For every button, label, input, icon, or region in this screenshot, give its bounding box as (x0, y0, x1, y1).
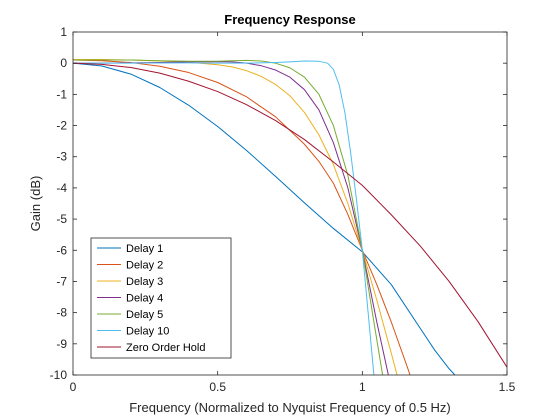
legend-label: Delay 3 (126, 276, 163, 288)
series-line-delay-1 (73, 62, 456, 375)
y-tick-label: -2 (56, 119, 67, 133)
legend-label: Delay 4 (126, 293, 163, 305)
series-line-delay-10 (73, 60, 375, 375)
x-axis: 0 0.5 1 1.5 (70, 32, 516, 394)
legend-label: Delay 5 (126, 309, 163, 321)
x-tick-label: 1 (359, 380, 366, 394)
series-line-delay-2 (73, 59, 411, 375)
y-tick-label: -10 (50, 368, 68, 382)
y-axis-label: Gain (dB) (28, 176, 43, 232)
y-tick-label: 1 (60, 25, 67, 39)
y-tick-label: 0 (60, 56, 67, 70)
series-layer (73, 58, 507, 375)
legend-label: Delay 2 (126, 260, 163, 272)
y-tick-label: -9 (56, 337, 67, 351)
series-line-zero-order-hold (73, 62, 507, 368)
x-tick-label: 1.5 (499, 380, 516, 394)
legend-label: Zero Order Hold (126, 342, 205, 354)
legend-label: Delay 10 (126, 326, 169, 338)
y-tick-label: -8 (56, 306, 67, 320)
y-axis: 1 0 -1 -2 -3 -4 -5 -6 -7 -8 -9 -10 (50, 25, 507, 382)
legend-label: Delay 1 (126, 243, 163, 255)
y-tick-label: -1 (56, 87, 67, 101)
plot-border (72, 31, 508, 376)
legend: Delay 1 Delay 2 Delay 3 Delay 4 Delay 5 Delay… (90, 237, 232, 359)
y-tick-label: -5 (56, 212, 67, 226)
y-tick-label: -3 (56, 150, 67, 164)
x-tick-label: 0 (70, 380, 77, 394)
x-axis-label: Frequency (Normalized to Nyquist Frequen… (129, 400, 451, 415)
y-tick-label: -7 (56, 274, 67, 288)
chart-title: Frequency Response (224, 12, 356, 27)
y-tick-label: -4 (56, 181, 67, 195)
x-tick-label: 0.5 (209, 380, 226, 394)
y-tick-label: -6 (56, 243, 67, 257)
series-line-delay-5 (73, 59, 384, 375)
